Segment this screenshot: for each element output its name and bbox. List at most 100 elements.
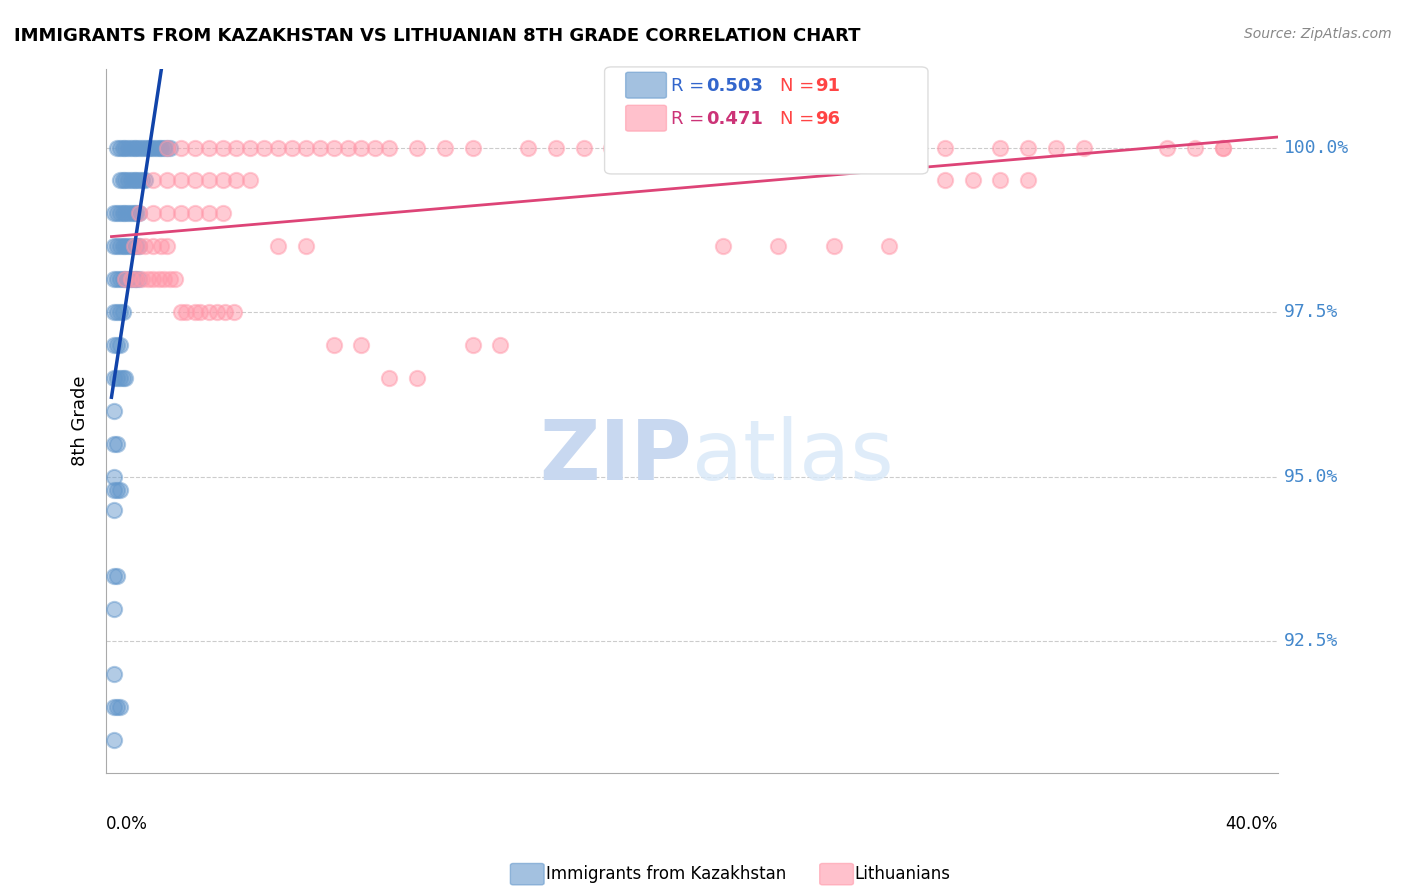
Point xyxy=(239,173,262,187)
Point xyxy=(103,404,125,418)
Point xyxy=(105,371,128,385)
Point xyxy=(125,272,148,286)
Point xyxy=(108,483,131,497)
Point xyxy=(156,140,179,154)
Text: ZIP: ZIP xyxy=(540,416,692,497)
Point xyxy=(184,206,207,220)
Text: R =: R = xyxy=(671,110,710,128)
Text: Immigrants from Kazakhstan: Immigrants from Kazakhstan xyxy=(546,865,786,883)
Point xyxy=(142,140,165,154)
Point xyxy=(295,239,318,253)
Point xyxy=(122,173,145,187)
Point xyxy=(114,206,136,220)
Point xyxy=(214,305,236,319)
Point xyxy=(934,140,956,154)
Point xyxy=(544,140,567,154)
Point xyxy=(120,239,142,253)
Point xyxy=(683,140,706,154)
Point xyxy=(281,140,304,154)
Point xyxy=(655,140,678,154)
Point xyxy=(114,371,136,385)
Point xyxy=(740,140,762,154)
Point xyxy=(134,173,156,187)
Point xyxy=(156,140,179,154)
Point xyxy=(406,371,429,385)
Point xyxy=(111,371,134,385)
Point xyxy=(336,140,359,154)
Point xyxy=(114,272,136,286)
Point xyxy=(211,206,233,220)
Point xyxy=(120,173,142,187)
Point xyxy=(1156,140,1178,154)
Text: Lithuanians: Lithuanians xyxy=(855,865,950,883)
Point xyxy=(103,733,125,747)
Point xyxy=(823,239,845,253)
Point xyxy=(103,568,125,582)
Point xyxy=(131,272,153,286)
Point xyxy=(572,140,595,154)
Point xyxy=(197,206,219,220)
Point xyxy=(122,239,145,253)
Point xyxy=(103,483,125,497)
Point xyxy=(103,700,125,714)
Point xyxy=(125,206,148,220)
Point xyxy=(114,173,136,187)
Point xyxy=(142,173,165,187)
Point xyxy=(406,140,429,154)
Point xyxy=(111,305,134,319)
Point xyxy=(125,239,148,253)
Point xyxy=(105,483,128,497)
Text: 0.0%: 0.0% xyxy=(105,815,148,833)
Point xyxy=(165,272,187,286)
Point xyxy=(295,140,318,154)
Point xyxy=(108,338,131,352)
Point xyxy=(184,173,207,187)
Point xyxy=(1212,140,1234,154)
Point xyxy=(150,239,173,253)
Point xyxy=(120,140,142,154)
Point xyxy=(120,272,142,286)
Point xyxy=(184,305,207,319)
Point xyxy=(117,206,139,220)
Y-axis label: 8th Grade: 8th Grade xyxy=(72,376,89,467)
Point xyxy=(125,140,148,154)
Point xyxy=(711,239,734,253)
Point xyxy=(114,140,136,154)
Point xyxy=(122,272,145,286)
Point xyxy=(125,272,148,286)
Point xyxy=(211,173,233,187)
Point xyxy=(120,206,142,220)
Point xyxy=(108,206,131,220)
Point xyxy=(794,140,817,154)
Point xyxy=(378,371,401,385)
Point xyxy=(136,272,159,286)
Point xyxy=(153,140,176,154)
Point xyxy=(1017,140,1039,154)
Point xyxy=(108,173,131,187)
Point xyxy=(117,140,139,154)
Point xyxy=(122,140,145,154)
Point xyxy=(267,140,290,154)
Point xyxy=(105,568,128,582)
Point xyxy=(159,272,181,286)
Point xyxy=(105,338,128,352)
Point xyxy=(378,140,401,154)
Point xyxy=(988,173,1011,187)
Point xyxy=(108,272,131,286)
Point xyxy=(139,140,162,154)
Text: 0.471: 0.471 xyxy=(706,110,762,128)
Point xyxy=(111,140,134,154)
Point xyxy=(322,140,344,154)
Point xyxy=(105,272,128,286)
Point xyxy=(134,239,156,253)
Point xyxy=(105,239,128,253)
Point xyxy=(156,173,179,187)
Point xyxy=(308,140,330,154)
Text: 97.5%: 97.5% xyxy=(1284,303,1339,321)
Point xyxy=(103,371,125,385)
Point xyxy=(197,173,219,187)
Point xyxy=(131,140,153,154)
Point xyxy=(108,239,131,253)
Point xyxy=(156,239,179,253)
Point xyxy=(517,140,540,154)
